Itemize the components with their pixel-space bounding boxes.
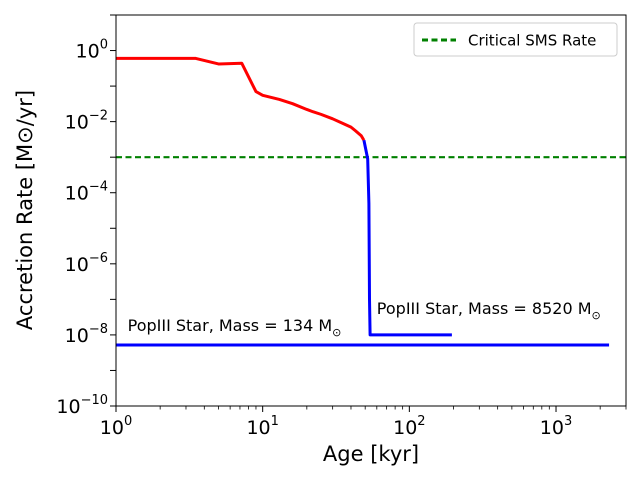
series-line-accretion-below-critical xyxy=(362,139,452,337)
y-tick-label: 10−8 xyxy=(65,322,108,347)
plot-frame xyxy=(115,14,627,407)
annotation-ann-134: PopIII Star, Mass = 134 M⊙ xyxy=(128,316,342,339)
y-tick-label: 10−2 xyxy=(65,109,108,134)
legend-box xyxy=(413,22,618,57)
y-tick-label: 10−4 xyxy=(65,180,108,205)
tick-layer: 100 101 102 103 100 10−2 10−4 10−6 10−8 10−10 xyxy=(56,14,627,439)
annotation-ann-8520: PopIII Star, Mass = 8520 M⊙ xyxy=(377,299,601,322)
annotation-layer: PopIII Star, Mass = 134 M⊙ PopIII Star, M… xyxy=(128,299,601,339)
y-axis-label: Accretion Rate [M⊙/yr] xyxy=(13,90,37,330)
plot-background xyxy=(116,15,626,406)
y-tick-label: 100 xyxy=(76,38,108,63)
y-tick-label: 10−10 xyxy=(56,393,108,418)
x-tick-label: 102 xyxy=(393,414,425,439)
x-tick-label: 101 xyxy=(246,414,278,439)
series-layer xyxy=(116,56,626,347)
y-tick-label: 10−6 xyxy=(65,251,108,276)
series-line-accretion-above-critical xyxy=(116,56,366,141)
x-axis-label: Age [kyr] xyxy=(323,442,419,466)
legend-label-critical-sms: Critical SMS Rate xyxy=(468,32,596,50)
x-tick-label: 103 xyxy=(540,414,572,439)
legend: Critical SMS Rate xyxy=(413,22,618,57)
x-tick-label: 100 xyxy=(100,414,132,439)
